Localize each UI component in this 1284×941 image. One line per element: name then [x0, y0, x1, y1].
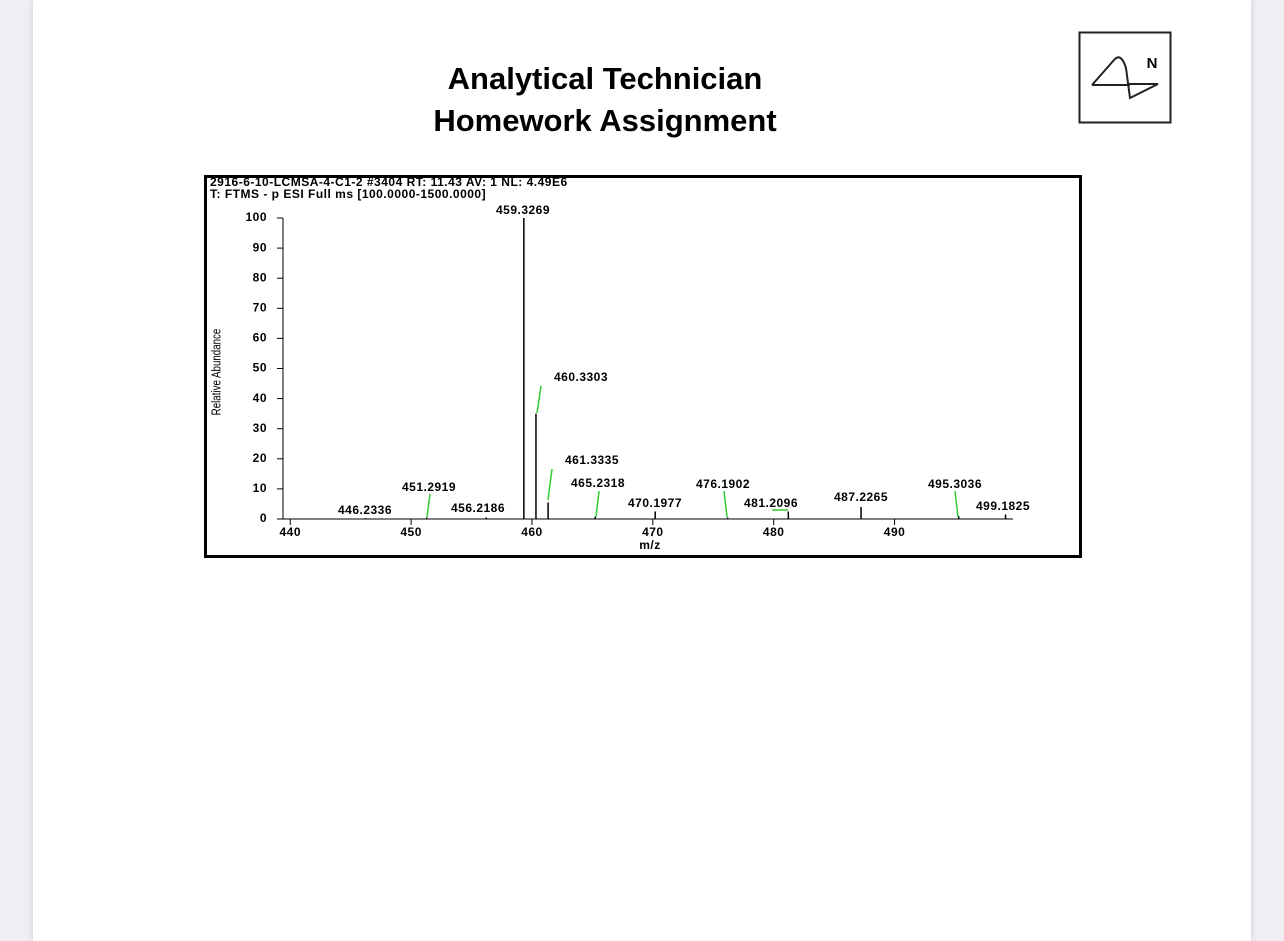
y-tick-label: 40 — [253, 391, 267, 405]
y-tick-label: 90 — [253, 240, 267, 254]
chart-frame — [204, 175, 1082, 558]
leader-line — [426, 493, 431, 518]
peak-label: 465.2318 — [571, 476, 625, 490]
peak-label: 446.2336 — [338, 503, 392, 517]
x-tick-label: 480 — [763, 525, 785, 539]
peak-label: 499.1825 — [976, 499, 1030, 513]
peak-label: 460.3303 — [554, 370, 608, 384]
spectrum-header: 2916-6-10-LCMSA-4-C1-2 #3404 RT: 11.43 A… — [210, 175, 568, 189]
title-line: Homework Assignment — [433, 103, 776, 138]
peak-label: 481.2096 — [744, 496, 798, 510]
leader-line — [547, 468, 553, 501]
logo-text: N — [1147, 55, 1158, 72]
y-tick-label: 100 — [245, 210, 267, 224]
x-tick-label: 450 — [400, 525, 422, 539]
peak-label: 461.3335 — [565, 453, 619, 467]
title-line: Analytical Technician — [448, 61, 763, 96]
logo-box — [1078, 31, 1172, 124]
peak-label: 456.2186 — [451, 501, 505, 515]
x-tick-label: 470 — [642, 525, 664, 539]
y-tick-label: 60 — [253, 331, 267, 345]
x-tick-label: 460 — [521, 525, 543, 539]
y-tick-label: 20 — [253, 451, 267, 465]
x-axis-label: m/z — [639, 538, 661, 552]
peak-label: 487.2265 — [834, 490, 888, 504]
x-tick-label: 490 — [884, 525, 906, 539]
x-tick-label: 440 — [279, 525, 301, 539]
y-tick-label: 30 — [253, 421, 267, 435]
peak-label: 495.3036 — [928, 477, 982, 491]
peak-label: 459.3269 — [496, 203, 550, 217]
leader-line — [536, 385, 542, 414]
y-tick-label: 80 — [253, 270, 267, 284]
leader-line — [954, 490, 959, 518]
sheet — [33, 0, 1251, 941]
peak-label: 451.2919 — [402, 480, 456, 494]
logo-mark — [1091, 56, 1159, 100]
y-tick-label: 0 — [260, 511, 267, 525]
spectrum-header: T: FTMS - p ESI Full ms [100.0000-1500.0… — [210, 187, 486, 201]
y-tick-label: 70 — [253, 300, 267, 314]
y-tick-label: 10 — [253, 481, 267, 495]
y-tick-label: 50 — [253, 361, 267, 375]
peak-label: 470.1977 — [628, 496, 682, 510]
peak-label: 476.1902 — [696, 477, 750, 491]
y-axis-label: Relative Abundance — [210, 329, 224, 416]
leader-line — [723, 490, 728, 518]
leader-line — [595, 490, 600, 518]
